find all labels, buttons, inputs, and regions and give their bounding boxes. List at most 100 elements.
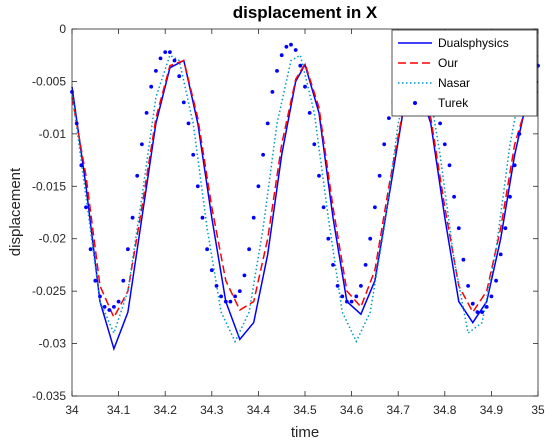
turek-point bbox=[321, 205, 326, 210]
y-tick-label: 0 bbox=[59, 22, 66, 36]
turek-point bbox=[237, 289, 242, 293]
turek-point bbox=[121, 278, 126, 283]
turek-point bbox=[512, 163, 517, 168]
turek-point bbox=[107, 308, 112, 312]
legend-label: Dualsphysics bbox=[438, 36, 509, 50]
turek-point bbox=[256, 184, 261, 189]
x-tick-label: 34.4 bbox=[247, 403, 271, 417]
x-tick-label: 34.8 bbox=[433, 403, 457, 417]
turek-point bbox=[508, 194, 512, 199]
turek-point bbox=[363, 263, 368, 267]
turek-point bbox=[452, 194, 456, 199]
turek-point bbox=[144, 111, 149, 115]
turek-point bbox=[223, 299, 228, 304]
turek-point bbox=[466, 284, 470, 288]
turek-point bbox=[442, 142, 447, 147]
turek-point bbox=[214, 284, 219, 288]
turek-point bbox=[279, 53, 284, 58]
turek-point bbox=[93, 278, 98, 283]
x-axis-label: time bbox=[291, 424, 319, 441]
turek-point bbox=[326, 236, 331, 241]
series-line-dualsphysics bbox=[71, 59, 539, 352]
turek-point bbox=[186, 121, 191, 126]
y-tick-label: -0.005 bbox=[32, 74, 66, 88]
turek-point bbox=[242, 273, 247, 278]
turek-point bbox=[349, 299, 354, 304]
turek-point bbox=[168, 50, 172, 54]
turek-point bbox=[112, 305, 116, 309]
turek-point bbox=[438, 121, 442, 126]
turek-point bbox=[489, 294, 494, 299]
turek-point bbox=[298, 63, 303, 68]
turek-point bbox=[387, 116, 391, 120]
turek-point bbox=[345, 299, 349, 304]
turek-point bbox=[219, 294, 224, 299]
turek-point bbox=[484, 305, 489, 309]
turek-point bbox=[261, 152, 265, 157]
chart-title: displacement in X bbox=[233, 3, 378, 22]
turek-point bbox=[335, 284, 340, 288]
y-tick-label: -0.03 bbox=[39, 337, 67, 351]
turek-point bbox=[331, 263, 335, 267]
turek-point bbox=[102, 305, 107, 309]
axes-layer: 34 34.1 34.2 34.3 34.4 34.5 34.6 34.7 34.8 34.9 35… bbox=[32, 22, 545, 417]
legend-label: Nasar bbox=[438, 76, 470, 90]
legend-label: Our bbox=[438, 56, 458, 70]
series-line-our bbox=[71, 59, 539, 320]
legend-label: Turek bbox=[438, 96, 469, 110]
turek-point bbox=[251, 215, 256, 220]
turek-point bbox=[158, 56, 163, 61]
turek-point bbox=[140, 142, 144, 147]
x-tick-label: 34.1 bbox=[107, 403, 131, 417]
turek-point bbox=[368, 236, 373, 241]
turek-point bbox=[340, 294, 345, 299]
turek-point bbox=[503, 226, 508, 231]
x-tick-label: 34.6 bbox=[340, 403, 364, 417]
x-tick-label: 34.7 bbox=[387, 403, 411, 417]
turek-point bbox=[126, 247, 130, 252]
turek-point bbox=[312, 142, 317, 147]
turek-point bbox=[373, 205, 377, 210]
turek-point bbox=[307, 111, 312, 115]
turek-point bbox=[200, 215, 205, 220]
turek-point bbox=[195, 184, 200, 189]
turek-point bbox=[517, 132, 522, 136]
turek-point bbox=[116, 299, 121, 304]
turek-point bbox=[154, 69, 158, 73]
turek-point bbox=[289, 42, 293, 47]
turek-point bbox=[275, 69, 279, 73]
turek-point bbox=[228, 299, 233, 304]
turek-point bbox=[498, 252, 503, 257]
turek-point bbox=[209, 268, 214, 273]
turek-point bbox=[149, 84, 154, 89]
series-line-nasar bbox=[71, 54, 539, 344]
turek-point bbox=[303, 84, 307, 89]
y-axis-label: displacement bbox=[7, 167, 24, 256]
turek-point bbox=[475, 310, 480, 314]
turek-point bbox=[470, 301, 475, 306]
x-tick-label: 35 bbox=[531, 403, 545, 417]
turek-point bbox=[247, 247, 252, 252]
y-tick-label: -0.025 bbox=[32, 284, 66, 298]
turek-point bbox=[74, 121, 79, 126]
x-tick-label: 34.9 bbox=[480, 403, 504, 417]
turek-point bbox=[317, 173, 321, 178]
turek-point bbox=[163, 50, 168, 54]
turek-point bbox=[293, 48, 298, 52]
turek-point bbox=[88, 247, 93, 252]
x-tick-label: 34 bbox=[65, 403, 79, 417]
y-tick-label: -0.015 bbox=[32, 179, 66, 193]
turek-point bbox=[447, 163, 452, 168]
turek-point bbox=[79, 163, 84, 168]
turek-point bbox=[130, 215, 135, 220]
turek-point bbox=[270, 90, 275, 94]
x-tick-label: 34.3 bbox=[200, 403, 224, 417]
turek-point bbox=[233, 294, 238, 299]
turek-point bbox=[181, 100, 186, 105]
y-tick-label: -0.035 bbox=[32, 389, 66, 403]
turek-point bbox=[205, 247, 210, 252]
turek-point bbox=[284, 44, 289, 49]
turek-point bbox=[359, 284, 363, 288]
turek-point bbox=[377, 173, 382, 178]
